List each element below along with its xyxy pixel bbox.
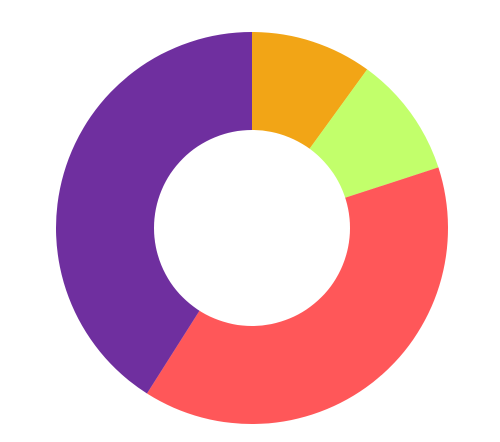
donut-hole bbox=[154, 130, 350, 326]
